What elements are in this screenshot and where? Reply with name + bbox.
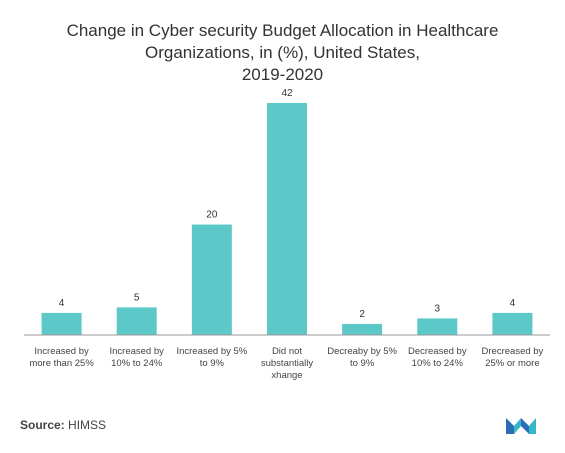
category-label-4: Did not substantially xhange xyxy=(261,346,314,381)
value-label-1: 4 xyxy=(59,298,65,309)
value-label-4: 42 xyxy=(281,88,293,99)
value-label-5: 2 xyxy=(359,309,365,320)
source-note: Source: HIMSS xyxy=(20,418,106,432)
bar-2 xyxy=(116,307,157,335)
source-label: Source: xyxy=(20,418,65,432)
bar-4 xyxy=(267,103,307,335)
brand-logo-icon xyxy=(506,418,536,434)
category-label-1: Increased by more than 25% xyxy=(29,346,94,369)
value-label-3: 20 xyxy=(206,210,218,221)
chart-title-line-2: Organizations, in (%), United States, xyxy=(145,43,420,62)
category-label-2: Increased by 10% to 24% xyxy=(110,346,165,369)
category-labels-group: Increased by more than 25% Increased by 10%… xyxy=(29,346,543,381)
category-label-6: Decreased by 10% to 24% xyxy=(408,346,467,369)
bar-3 xyxy=(191,224,232,335)
chart-title: Change in Cyber security Budget Allocati… xyxy=(20,20,545,86)
value-label-6: 3 xyxy=(435,303,441,314)
chart-title-line-1: Change in Cyber security Budget Allocati… xyxy=(66,21,499,40)
bar-5 xyxy=(342,323,383,335)
category-label-5: Decreaby by 5% to 9% xyxy=(327,346,397,369)
bar-1 xyxy=(41,312,82,335)
bar-6 xyxy=(417,318,458,335)
category-label-7: Drecreased by 25% or more xyxy=(482,346,544,369)
value-label-2: 5 xyxy=(134,292,140,303)
source-text: HIMSS xyxy=(68,418,107,432)
chart-title-line-3: 2019-2020 xyxy=(241,65,324,84)
value-label-7: 4 xyxy=(510,298,516,309)
bar-7 xyxy=(492,312,533,335)
bars-group xyxy=(41,103,533,335)
category-label-3: Increased by 5% to 9% xyxy=(176,346,247,369)
